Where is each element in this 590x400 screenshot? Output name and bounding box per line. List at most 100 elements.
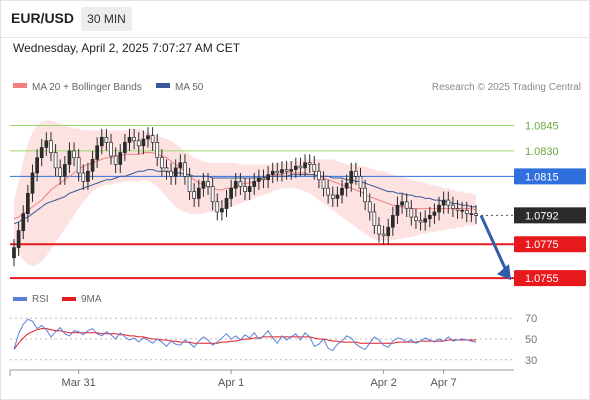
candle xyxy=(164,159,169,180)
ma50-legend-label: MA 50 xyxy=(175,82,204,93)
candle-body xyxy=(127,136,132,143)
candle xyxy=(39,139,44,167)
candle-body xyxy=(303,162,307,169)
candle xyxy=(363,179,367,211)
header-divider xyxy=(1,37,589,38)
candle xyxy=(275,162,280,182)
candle-body xyxy=(372,211,377,226)
candle xyxy=(159,149,164,177)
candle xyxy=(183,154,187,185)
ma9-legend-label: 9MA xyxy=(81,294,102,305)
candle-body xyxy=(469,213,474,216)
candle xyxy=(81,164,86,190)
candle-body xyxy=(173,167,178,177)
candle xyxy=(127,128,132,151)
candle-body xyxy=(335,194,340,199)
candle xyxy=(464,201,469,223)
candle xyxy=(16,222,21,257)
candle-body xyxy=(261,177,266,181)
candle-body xyxy=(441,199,446,206)
timestamp: Wednesday, April 2, 2025 7:07:27 AM CET xyxy=(13,41,241,55)
candle xyxy=(326,179,331,204)
candle xyxy=(377,217,381,243)
candle-body xyxy=(423,218,428,223)
candle-body xyxy=(381,233,386,237)
candle xyxy=(344,174,349,197)
candle xyxy=(109,133,113,165)
last-price-tag-text: 1.0792 xyxy=(525,210,559,222)
candle xyxy=(58,159,63,185)
candle-body xyxy=(418,220,423,223)
candle xyxy=(266,166,270,189)
rsi-legend-label: RSI xyxy=(32,294,49,305)
candle xyxy=(395,196,400,224)
candle xyxy=(469,205,474,223)
candle xyxy=(210,178,215,211)
candle xyxy=(192,183,197,207)
candle-body xyxy=(30,172,35,194)
candle-body xyxy=(192,191,197,199)
candle xyxy=(206,172,210,195)
candle xyxy=(317,162,321,189)
ma50-line xyxy=(13,169,476,225)
candle xyxy=(169,162,173,185)
candle-body xyxy=(252,181,257,187)
candle-body xyxy=(39,147,44,159)
candle-body xyxy=(414,216,418,221)
candle xyxy=(409,200,414,226)
candle xyxy=(418,211,423,231)
candle-body xyxy=(169,170,173,177)
level-tag-1.0815 xyxy=(514,168,586,185)
forecast-arrow-shaft xyxy=(479,214,507,269)
candle-body xyxy=(298,165,303,169)
candle-body xyxy=(44,140,49,148)
candle xyxy=(187,167,192,201)
candle xyxy=(123,133,127,162)
legend: MA 20 + Bollinger Bands MA 50 Research ©… xyxy=(13,82,581,93)
candle-body xyxy=(72,150,76,159)
candles xyxy=(12,127,478,267)
x-tick-label: Apr 1 xyxy=(218,377,244,389)
candle-body xyxy=(141,138,146,147)
forecast xyxy=(479,214,511,281)
candle xyxy=(354,162,358,185)
x-tick-label: Apr 2 xyxy=(370,377,396,389)
candle-body xyxy=(12,247,16,259)
candle xyxy=(372,203,377,235)
candle-body xyxy=(136,140,141,147)
x-tick-label: Apr 7 xyxy=(431,377,457,389)
candle-body xyxy=(409,208,414,218)
candle-body xyxy=(118,152,123,165)
candle-body xyxy=(86,170,90,182)
candle-body xyxy=(238,181,243,187)
candle xyxy=(441,191,446,214)
candle-body xyxy=(257,177,261,182)
candle xyxy=(335,186,340,207)
rsi-tick-30: 30 xyxy=(525,355,537,367)
candle xyxy=(132,128,136,150)
candle xyxy=(229,179,233,207)
candle xyxy=(72,142,76,167)
candle-body xyxy=(437,204,441,213)
candle xyxy=(141,130,146,155)
candle xyxy=(150,127,155,151)
rsi-legend-swatch xyxy=(13,297,27,301)
candle-body xyxy=(132,136,136,142)
candle-body xyxy=(90,159,95,172)
candle xyxy=(21,205,26,240)
candle xyxy=(404,193,409,218)
rsi-line xyxy=(13,318,477,352)
candle xyxy=(460,201,464,219)
candle xyxy=(49,132,53,162)
candle-body xyxy=(26,192,30,215)
candle-body xyxy=(344,182,349,189)
candle xyxy=(220,200,224,221)
candle-body xyxy=(233,181,238,189)
timeframe-badge[interactable]: 30 MIN xyxy=(81,7,132,31)
candle-body xyxy=(178,162,183,169)
candle xyxy=(381,225,386,245)
candle xyxy=(340,179,344,204)
candle xyxy=(293,157,298,179)
